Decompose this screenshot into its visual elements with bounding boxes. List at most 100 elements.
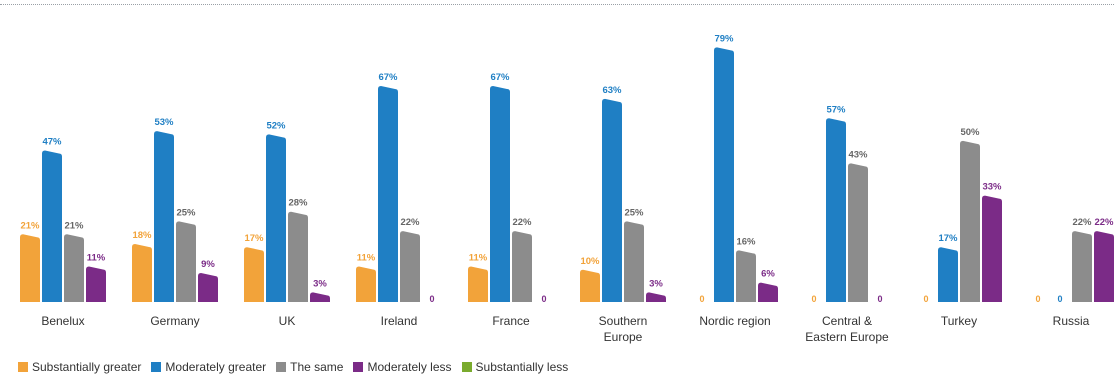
chart-legend: Substantially greater Moderately greater T… xyxy=(18,360,568,374)
zero-label-turkey-substantially-greater: 0 xyxy=(923,294,928,304)
category-group-benelux: 21% 47% 21% 11% Benelux xyxy=(20,136,106,328)
data-label-southern-europe-the-same: 25% xyxy=(624,207,644,218)
legend-swatch-moderately-greater xyxy=(151,362,162,372)
data-label-germany-moderately-greater: 53% xyxy=(154,117,174,128)
data-label-turkey-the-same: 50% xyxy=(960,127,980,138)
bar-france-substantially-greater xyxy=(468,266,488,302)
data-label-ireland-the-same: 22% xyxy=(400,217,420,228)
bar-turkey-moderately-less xyxy=(982,195,1002,302)
bar-uk-moderately-greater xyxy=(266,134,286,302)
data-label-nordic-region-moderately-greater: 79% xyxy=(714,33,734,44)
category-label-central-eastern-europe-line-2: Eastern Europe xyxy=(805,330,889,344)
legend-item-moderately-less: Moderately less xyxy=(353,360,452,374)
legend-item-the-same: The same xyxy=(276,360,343,374)
bar-uk-the-same xyxy=(288,211,308,302)
zero-label-russia-substantially-greater: 0 xyxy=(1035,294,1040,304)
zero-label-central-eastern-europe-substantially-greater: 0 xyxy=(811,294,816,304)
data-label-uk-moderately-less: 3% xyxy=(313,278,327,289)
bar-ireland-the-same xyxy=(400,231,420,302)
data-label-germany-the-same: 25% xyxy=(176,207,196,218)
legend-label-the-same: The same xyxy=(290,360,344,374)
data-label-benelux-moderately-greater: 47% xyxy=(42,136,62,147)
data-label-uk-moderately-greater: 52% xyxy=(266,120,286,131)
data-label-france-moderately-greater: 67% xyxy=(490,72,510,83)
zero-label-nordic-region-substantially-greater: 0 xyxy=(699,294,704,304)
bar-benelux-substantially-greater xyxy=(20,234,40,302)
data-label-southern-europe-moderately-greater: 63% xyxy=(602,85,622,96)
data-label-central-eastern-europe-moderately-greater: 57% xyxy=(826,104,846,115)
bar-nordic-region-the-same xyxy=(736,250,756,302)
bar-benelux-moderately-greater xyxy=(42,150,62,302)
bar-central-eastern-europe-moderately-greater xyxy=(826,118,846,303)
legend-label-substantially-greater: Substantially greater xyxy=(32,360,142,374)
data-label-benelux-substantially-greater: 21% xyxy=(20,220,40,231)
legend-swatch-moderately-less xyxy=(353,362,364,372)
category-label-southern-europe-line-2: Europe xyxy=(604,330,643,344)
data-label-ireland-substantially-greater: 11% xyxy=(357,253,376,264)
category-group-turkey: 0 17% 50% 33% Turkey xyxy=(923,127,1002,328)
data-label-turkey-moderately-greater: 17% xyxy=(938,233,958,244)
bar-benelux-moderately-less xyxy=(86,266,106,302)
zero-label-france-moderately-less: 0 xyxy=(541,294,546,304)
legend-label-moderately-less: Moderately less xyxy=(367,360,452,374)
legend-item-substantially-greater: Substantially greater xyxy=(18,360,141,374)
legend-item-moderately-greater: Moderately greater xyxy=(151,360,266,374)
data-label-central-eastern-europe-the-same: 43% xyxy=(848,149,868,160)
category-label-russia: Russia xyxy=(1053,314,1090,328)
bar-central-eastern-europe-the-same xyxy=(848,163,868,302)
bar-france-moderately-greater xyxy=(490,86,510,302)
data-label-nordic-region-the-same: 16% xyxy=(736,236,756,247)
category-group-ireland: 11% 67% 22% 0 Ireland xyxy=(356,72,435,328)
bar-ireland-substantially-greater xyxy=(356,266,376,302)
category-group-uk: 17% 52% 28% 3% UK xyxy=(244,120,330,328)
bar-germany-the-same xyxy=(176,221,196,302)
category-group-france: 11% 67% 22% 0 France xyxy=(468,72,547,328)
data-label-russia-moderately-less: 22% xyxy=(1094,217,1114,228)
category-label-central-eastern-europe-line-1: Central & xyxy=(822,314,872,328)
top-divider xyxy=(0,4,1114,5)
data-label-france-the-same: 22% xyxy=(512,217,532,228)
bar-russia-moderately-less xyxy=(1094,231,1114,302)
category-label-southern-europe-line-1: Southern xyxy=(599,314,648,328)
data-label-germany-moderately-less: 9% xyxy=(201,259,215,270)
legend-label-moderately-greater: Moderately greater xyxy=(165,360,267,374)
legend-label-substantially-less: Substantially less xyxy=(475,360,569,374)
bar-germany-moderately-greater xyxy=(154,131,174,302)
bar-nordic-region-moderately-greater xyxy=(714,47,734,303)
data-label-southern-europe-substantially-greater: 10% xyxy=(580,256,600,267)
category-group-central-eastern-europe: 0 57% 43% 0 Central & Eastern Europe xyxy=(805,104,889,344)
data-label-russia-the-same: 22% xyxy=(1072,217,1092,228)
data-label-benelux-moderately-less: 11% xyxy=(87,253,106,264)
zero-label-ireland-moderately-less: 0 xyxy=(429,294,434,304)
bar-southern-europe-moderately-greater xyxy=(602,98,622,302)
data-label-ireland-moderately-greater: 67% xyxy=(378,72,398,83)
category-label-ireland: Ireland xyxy=(381,314,418,328)
category-label-germany: Germany xyxy=(150,314,199,328)
zero-label-central-eastern-europe-moderately-less: 0 xyxy=(877,294,882,304)
legend-swatch-the-same xyxy=(276,362,287,372)
category-group-germany: 18% 53% 25% 9% Germany xyxy=(132,117,218,328)
data-label-germany-substantially-greater: 18% xyxy=(132,230,152,241)
bar-uk-substantially-greater xyxy=(244,247,264,302)
bar-turkey-moderately-greater xyxy=(938,247,958,302)
legend-swatch-substantially-greater xyxy=(18,362,28,372)
category-label-benelux: Benelux xyxy=(41,314,84,328)
bar-uk-moderately-less xyxy=(310,292,330,302)
bar-nordic-region-moderately-less xyxy=(758,282,778,302)
bar-southern-europe-substantially-greater xyxy=(580,269,600,302)
category-label-france: France xyxy=(492,314,530,328)
category-group-southern-europe: 10% 63% 25% 3% Southern Europe xyxy=(580,85,666,344)
data-label-turkey-moderately-less: 33% xyxy=(982,182,1002,193)
data-label-france-substantially-greater: 11% xyxy=(469,253,488,264)
category-label-nordic-region: Nordic region xyxy=(699,314,770,328)
bar-russia-the-same xyxy=(1072,231,1092,302)
legend-item-substantially-less: Substantially less xyxy=(461,360,569,374)
bar-southern-europe-moderately-less xyxy=(646,292,666,302)
data-label-uk-the-same: 28% xyxy=(288,198,308,209)
legend-swatch-substantially-less xyxy=(461,362,472,372)
bar-france-the-same xyxy=(512,231,532,302)
category-label-turkey: Turkey xyxy=(941,314,977,328)
